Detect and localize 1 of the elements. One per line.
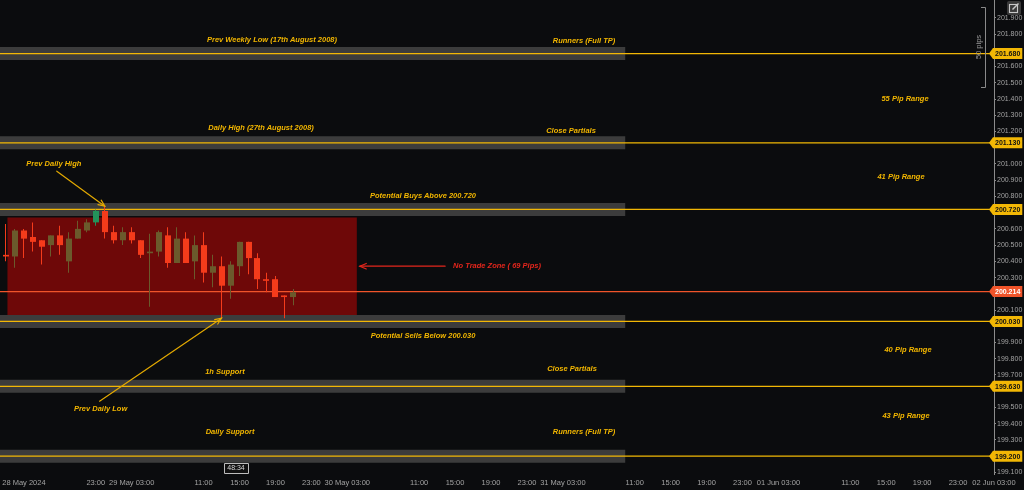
candlestick bbox=[281, 295, 287, 319]
